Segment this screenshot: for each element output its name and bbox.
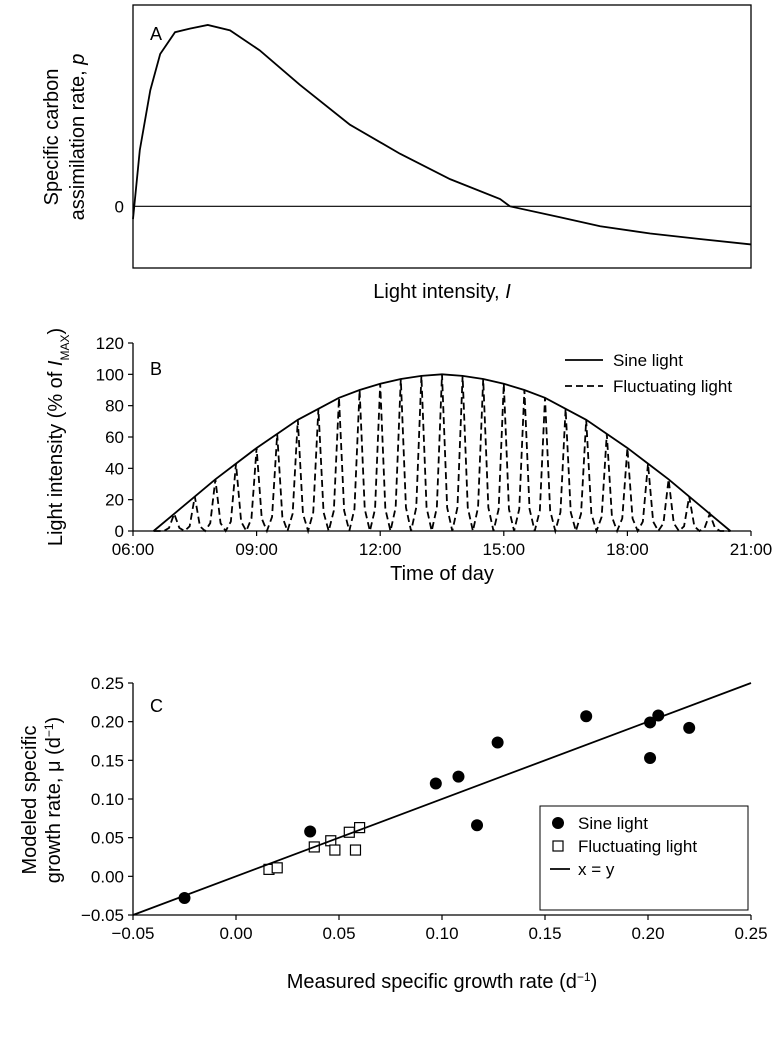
- point: [452, 770, 465, 783]
- y-tick-label: 0.00: [91, 867, 124, 886]
- y-tick-label: −0.05: [81, 906, 124, 925]
- x-axis-label: Measured specific growth rate (d−1): [287, 970, 598, 993]
- y-axis-label-part: −1: [42, 723, 56, 737]
- y-axis-label-part: Specific carbon: [41, 69, 63, 206]
- y-tick-label: 80: [105, 397, 124, 416]
- y-tick-label: 40: [105, 459, 124, 478]
- line: [153, 374, 731, 535]
- x-tick-label: 0.10: [425, 924, 458, 943]
- point: [271, 862, 283, 874]
- y-axis-label-part: p: [67, 54, 89, 66]
- y-axis-label-part: growth rate, μ (d: [43, 737, 65, 883]
- y-axis-label: growth rate, μ (d−1): [42, 717, 65, 883]
- y-axis-label-part: assimilation rate,: [67, 65, 89, 221]
- y-tick-label: 0.15: [91, 751, 124, 770]
- line: [132, 24, 752, 246]
- x-axis-label: Light intensity, I: [373, 281, 511, 303]
- legend-marker: [552, 817, 564, 829]
- point: [349, 844, 362, 856]
- y-tick-label: 60: [105, 428, 124, 447]
- y-axis-label: Light intensity (% of IMAX): [45, 328, 72, 546]
- y-axis-label-part: ): [43, 717, 65, 724]
- point: [429, 777, 442, 790]
- y-axis-label: Modeled specific: [19, 726, 41, 875]
- legend-frame: [539, 805, 749, 911]
- legend-label: Fluctuating light: [578, 837, 697, 856]
- x-tick-label: 0.05: [322, 924, 355, 943]
- panel-label: B: [150, 359, 162, 379]
- y-tick-label: 0: [115, 197, 124, 216]
- x-tick-label: 0.15: [528, 924, 561, 943]
- x-axis-label-part: ): [591, 971, 598, 993]
- x-axis-label-part: I: [505, 281, 511, 303]
- x-tick-label: 0.00: [219, 924, 252, 943]
- line: [132, 682, 752, 916]
- y-tick-label: 20: [105, 491, 124, 510]
- y-axis-label-part: MAX: [58, 335, 72, 361]
- legend-label: x = y: [578, 860, 615, 879]
- plot-frame: [132, 4, 752, 269]
- x-axis-label: Time of day: [390, 563, 494, 585]
- x-tick-label: 0.20: [631, 924, 664, 943]
- point: [683, 721, 696, 734]
- y-tick-label: 0.25: [91, 674, 124, 693]
- point: [329, 844, 341, 856]
- x-tick-label: 21:00: [730, 540, 773, 559]
- x-tick-label: −0.05: [111, 924, 154, 943]
- y-tick-label: 0: [115, 522, 124, 541]
- y-tick-label: 0.20: [91, 713, 124, 732]
- x-tick-label: 06:00: [112, 540, 155, 559]
- x-tick-label: 12:00: [359, 540, 402, 559]
- y-tick-label: 0.10: [91, 790, 124, 809]
- point: [471, 819, 484, 832]
- y-axis-label: Specific carbon: [41, 69, 63, 206]
- point: [304, 825, 317, 838]
- legend-label: Sine light: [613, 351, 683, 370]
- panel-label: A: [150, 24, 162, 44]
- y-axis-label: assimilation rate, p: [67, 54, 89, 221]
- y-tick-label: 100: [96, 365, 124, 384]
- x-tick-label: 09:00: [235, 540, 278, 559]
- x-tick-label: 0.25: [734, 924, 767, 943]
- y-axis-label-part: I: [45, 360, 67, 366]
- point: [644, 752, 657, 765]
- x-axis-label-part: Measured specific growth rate (d: [287, 971, 577, 993]
- x-axis-label-part: Light intensity,: [373, 281, 505, 303]
- y-tick-label: 0.05: [91, 829, 124, 848]
- panel-label: C: [150, 696, 163, 716]
- legend-marker: [552, 840, 564, 852]
- y-axis-label-part: Light intensity (% of: [45, 366, 67, 546]
- y-tick-label: 120: [96, 334, 124, 353]
- legend-label: Sine light: [578, 814, 648, 833]
- legend-label: Fluctuating light: [613, 377, 732, 396]
- x-tick-label: 15:00: [483, 540, 526, 559]
- point: [491, 736, 504, 749]
- y-axis-label-part: Modeled specific: [19, 726, 41, 875]
- y-axis-label-part: ): [45, 328, 67, 335]
- x-axis-label-part: −1: [577, 970, 591, 984]
- point: [580, 710, 593, 723]
- x-tick-label: 18:00: [606, 540, 649, 559]
